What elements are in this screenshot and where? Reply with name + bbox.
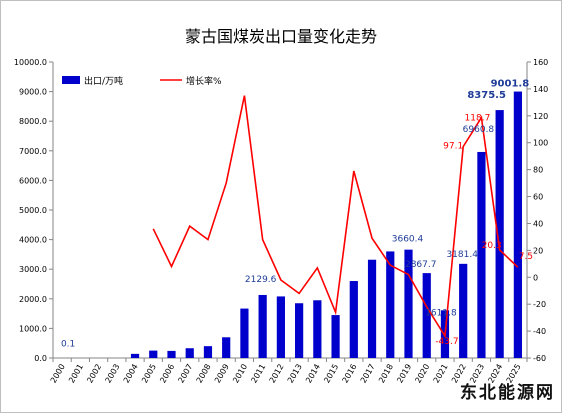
right-axis-tick-label: 0	[533, 273, 538, 282]
bar-value-label: 3181.4	[446, 250, 478, 260]
bar	[367, 259, 377, 358]
bar-value-label: 6960.8	[463, 125, 495, 135]
left-axis-tick-label: 2000.0	[19, 295, 47, 304]
right-axis-tick-label: 80	[533, 166, 543, 175]
line-value-label: 118.7	[465, 114, 491, 124]
bar-value-label: 9001.8	[491, 79, 530, 90]
left-axis-tick-label: 7000.0	[19, 147, 47, 156]
bar-value-label: 0.1	[61, 339, 75, 349]
bar-value-label: 1611.8	[425, 308, 457, 318]
bar	[477, 151, 486, 358]
bar-value-label: 3660.4	[392, 235, 424, 245]
line-value-label: 7.5	[519, 252, 533, 262]
left-axis-tick-label: 8000.0	[19, 117, 47, 126]
right-axis-tick-label: 120	[533, 112, 548, 121]
bar-value-label: 8375.5	[467, 90, 506, 101]
right-axis-tick-label: -40	[533, 327, 546, 336]
left-axis-tick-label: 6000.0	[19, 176, 47, 185]
bar	[258, 294, 267, 358]
right-axis-tick-label: -60	[533, 354, 546, 363]
legend-bar-label: 出口/万吨	[84, 75, 123, 87]
right-axis-tick-label: 60	[533, 193, 543, 202]
bar	[276, 296, 285, 358]
left-axis-tick-label: 0.0	[34, 354, 47, 363]
growth-rate-line	[152, 95, 519, 339]
legend-bar-swatch	[62, 76, 80, 84]
line-value-label: -43.7	[435, 337, 458, 347]
bar	[203, 346, 213, 358]
right-axis-tick-label: 40	[533, 219, 543, 228]
line-value-label: 20.3	[482, 241, 502, 251]
left-axis-tick-label: 5000.0	[19, 206, 47, 215]
right-axis-tick-label: 20	[533, 246, 543, 255]
bar	[130, 353, 140, 358]
right-axis-tick-label: 140	[533, 85, 548, 94]
left-axis-tick-label: 1000.0	[19, 324, 47, 333]
bar	[331, 315, 340, 358]
bar	[386, 251, 395, 358]
right-axis-tick-label: 100	[533, 139, 548, 148]
bar	[459, 263, 468, 358]
right-axis-tick-label: 160	[533, 58, 548, 67]
legend: 出口/万吨 增长率%	[62, 75, 222, 87]
bar-value-label: 2129.6	[245, 275, 277, 285]
watermark: 东北能源网	[460, 382, 555, 403]
line-value-label: 97.1	[443, 142, 463, 152]
right-axis-tick-label: -20	[533, 300, 546, 309]
bar	[240, 308, 249, 358]
left-axis-tick-label: 10000.0	[14, 58, 47, 67]
bar	[313, 300, 322, 358]
bar	[513, 91, 522, 358]
bar	[167, 350, 176, 358]
bar	[495, 110, 504, 358]
left-axis-tick-label: 4000.0	[19, 236, 47, 245]
bar-series	[130, 91, 522, 358]
left-axis-tick-label: 9000.0	[19, 88, 47, 97]
bar	[422, 273, 431, 358]
bar	[222, 337, 231, 358]
legend-line-label: 增长率%	[186, 75, 222, 87]
bar	[185, 348, 194, 358]
data-labels: 0.1 2129.6 3660.4 2867.7 1611.8 3181.4 6960.8 8…	[61, 79, 533, 350]
line-series	[152, 95, 519, 339]
chart-title: 蒙古国煤炭出口量变化走势	[185, 27, 377, 46]
bar	[349, 281, 358, 358]
bar	[149, 350, 158, 358]
bar	[404, 249, 413, 358]
bar	[295, 303, 304, 358]
left-axis-tick-label: 3000.0	[19, 265, 47, 274]
bar-value-label: 2867.7	[405, 260, 437, 270]
